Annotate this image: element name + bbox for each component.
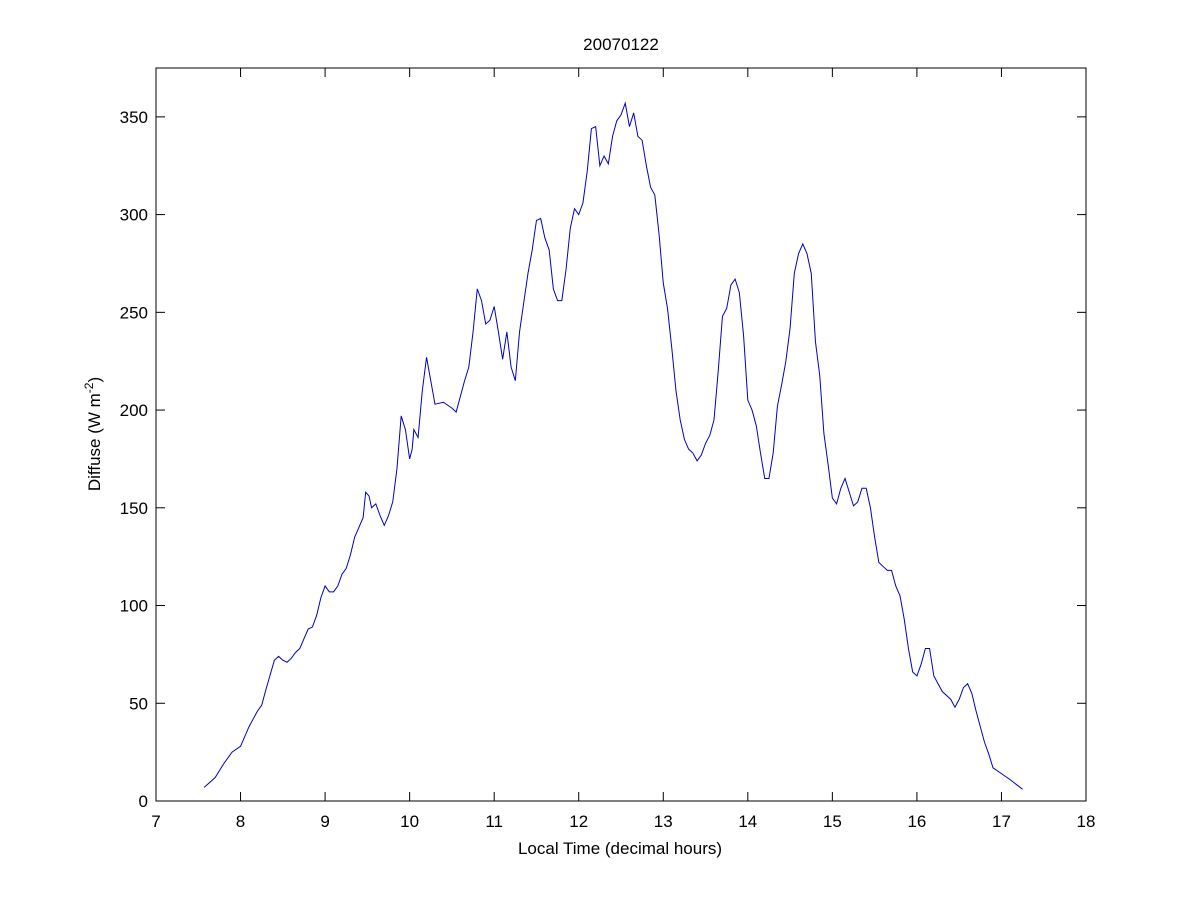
y-tick-label: 150 [120, 499, 148, 518]
x-tick-label: 18 [1077, 812, 1096, 831]
x-tick-label: 14 [738, 812, 757, 831]
y-axis-label: Diffuse (W m-2) [82, 377, 104, 491]
x-tick-label: 13 [654, 812, 673, 831]
x-tick-label: 16 [907, 812, 926, 831]
y-label-text: Diffuse (W m [85, 393, 104, 491]
y-tick-label: 0 [139, 792, 148, 811]
chart-title: 20070122 [583, 35, 659, 54]
y-tick-label: 300 [120, 206, 148, 225]
x-tick-label: 17 [992, 812, 1011, 831]
x-tick-label: 9 [320, 812, 329, 831]
y-tick-label: 350 [120, 108, 148, 127]
y-tick-label: 200 [120, 401, 148, 420]
x-tick-label: 11 [485, 812, 503, 831]
y-label-end: ) [85, 377, 104, 383]
y-tick-label: 100 [120, 597, 148, 616]
y-tick-label: 50 [129, 694, 148, 713]
data-line [203, 101, 1023, 790]
x-axis-label: Local Time (decimal hours) [518, 839, 722, 858]
y-label-sup: -2 [82, 382, 96, 393]
y-tick-label: 250 [120, 303, 148, 322]
x-tick-label: 15 [823, 812, 842, 831]
x-tick-label: 7 [151, 812, 160, 831]
x-tick-label: 8 [236, 812, 245, 831]
x-tick-label: 12 [569, 812, 588, 831]
axes-box [155, 67, 1087, 802]
x-tick-label: 10 [400, 812, 419, 831]
